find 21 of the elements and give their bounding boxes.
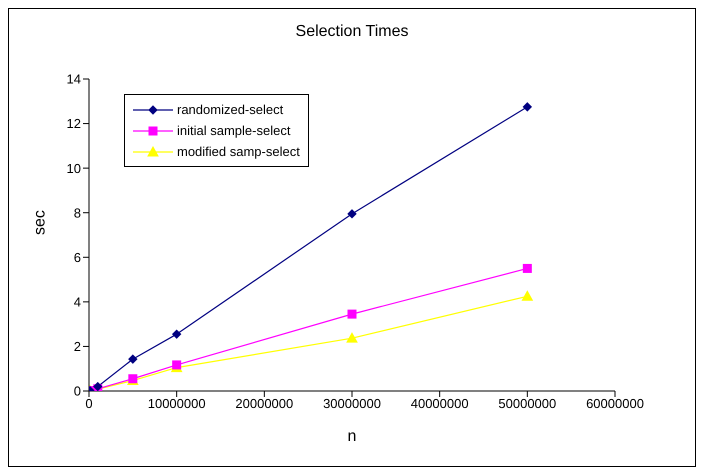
y-tick-label: 0 — [74, 384, 81, 399]
y-tick-label: 4 — [74, 294, 81, 310]
legend-label: modified samp-select — [177, 144, 300, 159]
x-tick-label: 20000000 — [235, 396, 294, 412]
legend-label: randomized-select — [177, 102, 284, 117]
y-tick-label: 8 — [74, 205, 81, 220]
x-tick-label: 30000000 — [323, 396, 381, 412]
x-tick-label: 40000000 — [410, 396, 469, 412]
x-tick-label: 0 — [85, 396, 93, 412]
legend-label: initial sample-select — [177, 123, 290, 138]
x-tick-label: 50000000 — [498, 396, 556, 412]
chart-title: Selection Times — [294, 23, 410, 41]
y-axis-title: sec — [32, 210, 49, 235]
x-tick-label: 60000000 — [586, 396, 644, 412]
x-axis-title: n — [348, 428, 356, 445]
y-tick-label: 14 — [66, 72, 81, 87]
y-tick-label: 2 — [74, 339, 81, 354]
y-tick-label: 12 — [66, 116, 81, 132]
y-tick-label: 6 — [74, 250, 81, 265]
y-tick-label: 10 — [66, 160, 81, 176]
x-tick-label: 10000000 — [148, 396, 206, 412]
